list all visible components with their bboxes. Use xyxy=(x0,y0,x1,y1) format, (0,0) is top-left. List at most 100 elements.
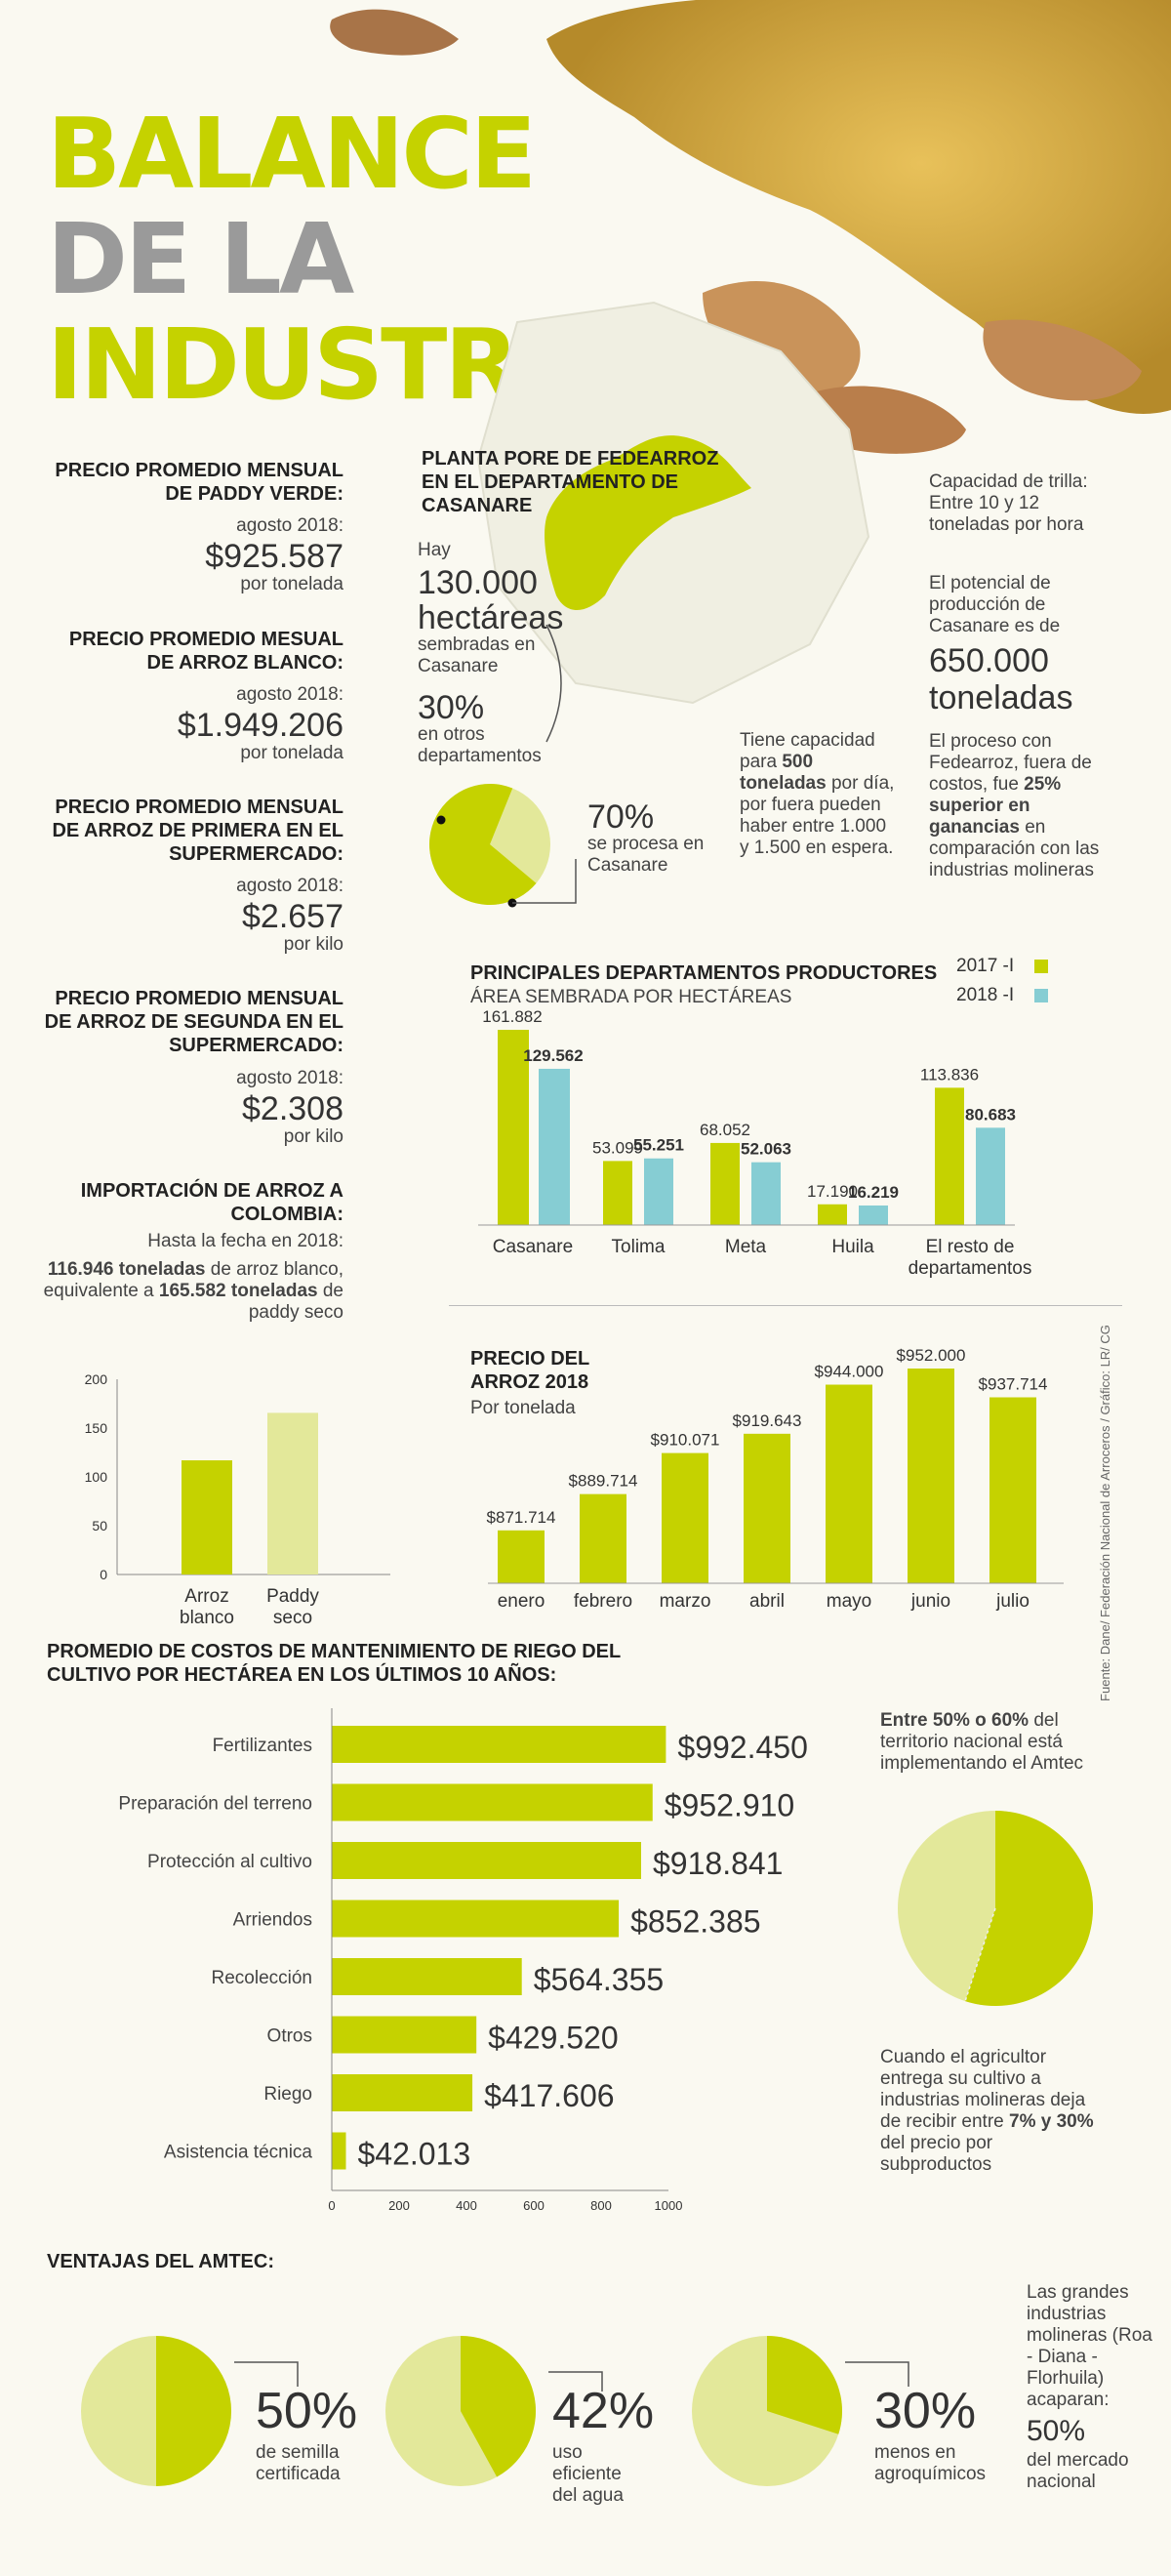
plant-potencial-value: 650.000 xyxy=(929,642,1049,679)
import-ytick-label: 200 xyxy=(85,1371,108,1387)
legend-label-2: 2018 -I xyxy=(956,985,1014,1005)
ventaja-3-text: menos en agroquímicos xyxy=(874,2442,987,2484)
cost-value-label: $918.841 xyxy=(653,1846,783,1881)
ventaja-3-pie xyxy=(692,2336,909,2486)
pie-slice-main xyxy=(429,784,537,905)
plant-hay: Hay xyxy=(418,540,451,560)
price-bar xyxy=(498,1530,545,1583)
dept-value-label: 17.190 xyxy=(807,1182,858,1201)
price-category-label: julio xyxy=(995,1591,1030,1612)
ventajas-side-text: Las grandes industrias molineras (Roa - … xyxy=(1027,2282,1152,2410)
dept-category-label: Tolima xyxy=(612,1237,666,1257)
dept-chart-subtitle: ÁREA SEMBRADA POR HECTÁREAS xyxy=(470,987,792,1007)
cost-bar xyxy=(332,1783,653,1821)
price-value-label: $944.000 xyxy=(815,1363,884,1381)
price-1-unit: por tonelada xyxy=(240,574,343,594)
price-value-label: $910.071 xyxy=(651,1431,720,1450)
cost-value-label: $952.910 xyxy=(665,1788,794,1823)
ventajas-side-post: del mercado nacional xyxy=(1027,2450,1129,2492)
cost-value-label: $992.450 xyxy=(677,1730,807,1765)
import-text: 116.946 toneladas de arroz blanco, equiv… xyxy=(43,1259,343,1323)
dept-value-label: 53.099 xyxy=(592,1138,643,1157)
cost-value-label: $42.013 xyxy=(357,2137,470,2172)
price-4-unit: por kilo xyxy=(283,1126,343,1147)
cost-xtick-label: 200 xyxy=(388,2198,410,2213)
plant-casanare-text: se procesa en Casanare xyxy=(587,834,705,876)
ventaja-2-text: uso eficiente del agua xyxy=(552,2442,624,2506)
plant-pct-casanare: 70% xyxy=(587,798,655,836)
map-background xyxy=(476,301,870,705)
price-category-label: abril xyxy=(749,1591,785,1612)
dept-chart-title: PRINCIPALES DEPARTAMENTOS PRODUCTORES xyxy=(470,962,938,984)
import-bar xyxy=(267,1412,318,1574)
import-ytick-label: 150 xyxy=(85,1420,108,1436)
plant-sembradas: sembradas en Casanare xyxy=(418,634,536,676)
price-bar xyxy=(580,1493,626,1583)
import-category-label: Paddy xyxy=(266,1586,319,1607)
dept-value-label: 55.251 xyxy=(633,1136,684,1155)
price-bar xyxy=(662,1452,708,1583)
cost-xtick-label: 400 xyxy=(456,2198,477,2213)
price-4-value: $2.308 xyxy=(242,1090,343,1127)
ventajas-heading: VENTAJAS DEL AMTEC: xyxy=(47,2251,274,2272)
cost-bar xyxy=(332,2016,477,2054)
dept-category-label: departamentos xyxy=(909,1258,1032,1279)
price-category-label: junio xyxy=(910,1591,950,1612)
price-bar xyxy=(744,1433,790,1583)
dept-bar xyxy=(498,1030,529,1225)
import-date: Hasta la fecha en 2018: xyxy=(147,1231,343,1251)
costs-bar-chart: Fertilizantes $992.450 Preparación del ter… xyxy=(118,1708,808,2213)
price-bar xyxy=(989,1397,1036,1583)
cost-xtick-label: 600 xyxy=(523,2198,545,2213)
pie-slice-main xyxy=(965,1811,1093,2006)
dept-value-label: 113.836 xyxy=(920,1065,979,1084)
plant-hectares: 130.000 xyxy=(418,564,538,601)
pie-divider xyxy=(964,1907,996,2002)
costs-title: PROMEDIO DE COSTOS DE MANTENIMIENTO DE R… xyxy=(47,1641,621,1686)
import-ytick-label: 50 xyxy=(92,1518,107,1533)
dept-bar xyxy=(859,1205,888,1225)
amtec-bottom-text: Cuando el agricultor entrega su cultivo … xyxy=(880,2047,1094,2175)
price-4-heading: PRECIO PROMEDIO MENSUAL DE ARROZ DE SEGU… xyxy=(44,988,343,1056)
import-ytick-label: 100 xyxy=(85,1469,108,1485)
import-category-label: blanco xyxy=(180,1608,234,1628)
dept-bar xyxy=(710,1142,740,1225)
pie-marker-dot xyxy=(436,815,446,825)
plant-potencial-unit: toneladas xyxy=(929,679,1073,716)
pie-slice-main xyxy=(767,2336,842,2434)
price-chart-subtitle: Por tonelada xyxy=(470,1398,576,1418)
ventaja-1-text: de semilla certificada xyxy=(256,2442,341,2484)
dept-bar xyxy=(603,1161,632,1225)
price-category-label: mayo xyxy=(827,1591,871,1612)
pie-leader-line-top xyxy=(545,625,562,743)
plant-proceso: El proceso con Fedearroz, fuera de costo… xyxy=(929,731,1100,880)
plant-potencial: El potencial de producción de Casanare e… xyxy=(929,573,1061,636)
price-2-value: $1.949.206 xyxy=(177,707,343,744)
price-value-label: $952.000 xyxy=(897,1346,966,1365)
title-line-2: DE LA xyxy=(47,202,354,316)
price-bar xyxy=(908,1369,954,1583)
legend-swatch-1 xyxy=(1034,960,1048,973)
cost-category-label: Protección al cultivo xyxy=(147,1852,312,1872)
casanare-map-shape xyxy=(545,435,751,610)
price-chart-title: PRECIO DEL ARROZ 2018 xyxy=(470,1348,589,1393)
price-value-label: $889.714 xyxy=(569,1472,638,1491)
cost-bar xyxy=(332,2074,473,2111)
plant-capacity: Tiene capacidad para 500 toneladas por d… xyxy=(740,730,895,858)
dept-value-label: 161.882 xyxy=(482,1007,542,1026)
price-2-unit: por tonelada xyxy=(240,743,343,763)
cost-value-label: $564.355 xyxy=(534,1962,664,1997)
dept-bar xyxy=(644,1158,673,1225)
import-category-label: Arroz xyxy=(184,1586,228,1607)
price-category-label: enero xyxy=(498,1591,545,1612)
dept-category-label: Meta xyxy=(725,1237,767,1257)
price-3-heading: PRECIO PROMEDIO MENSUAL DE ARROZ DE PRIM… xyxy=(52,797,343,865)
divider xyxy=(449,1305,1122,1306)
plant-trilla: Capacidad de trilla: Entre 10 y 12 tonel… xyxy=(929,471,1088,535)
cost-value-label: $429.520 xyxy=(488,2021,618,2056)
price-1-heading: PRECIO PROMEDIO MENSUAL DE PADDY VERDE: xyxy=(55,460,343,505)
ventaja-2-pct: 42% xyxy=(552,2383,655,2439)
plant-heading: PLANTA PORE DE FEDEARROZ EN EL DEPARTAME… xyxy=(422,448,719,516)
cost-value-label: $852.385 xyxy=(630,1904,760,1940)
dept-value-label: 68.052 xyxy=(700,1121,750,1139)
